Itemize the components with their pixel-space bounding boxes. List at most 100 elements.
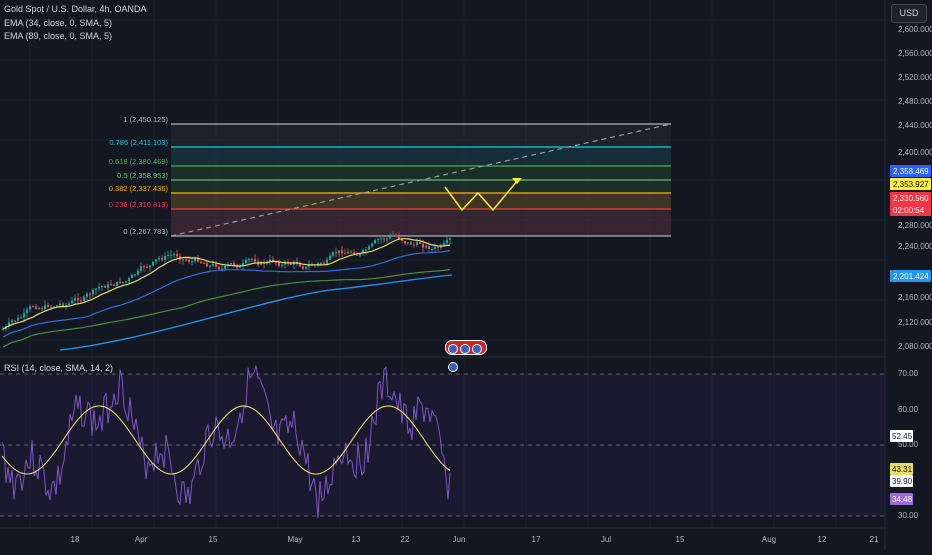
- price-candle: [38, 308, 40, 310]
- price-candle: [11, 320, 13, 323]
- price-candle: [269, 259, 271, 263]
- fib-level-label: 0.618 (2,380.469): [109, 157, 169, 166]
- price-candle: [116, 281, 118, 286]
- price-candle: [107, 284, 109, 288]
- price-candle: [113, 284, 115, 286]
- price-candle: [335, 252, 337, 254]
- currency-button[interactable]: USD: [891, 4, 927, 23]
- price-candle: [122, 282, 124, 284]
- price-candle: [134, 274, 136, 276]
- price-candle: [77, 298, 79, 301]
- price-candle: [224, 265, 226, 269]
- price-candle: [422, 243, 424, 248]
- price-candle: [89, 293, 91, 295]
- price-candle: [233, 262, 235, 265]
- price-candle: [395, 235, 397, 237]
- price-candle: [398, 236, 400, 239]
- price-badge-label: 02:00:54: [893, 206, 925, 215]
- price-candle: [254, 258, 256, 262]
- price-candle: [164, 255, 166, 260]
- trendline-dashed[interactable]: [170, 123, 672, 237]
- price-candle: [155, 259, 157, 262]
- time-axis-label: Aug: [762, 535, 776, 544]
- time-axis-label: 21: [870, 535, 879, 544]
- price-candle: [131, 274, 133, 279]
- price-badge-label: 2,358.469: [893, 167, 929, 176]
- price-candle: [326, 259, 328, 264]
- time-axis-label: 13: [352, 535, 361, 544]
- rsi-badge: [890, 475, 913, 487]
- price-candle: [47, 305, 49, 307]
- rsi-ma-line[interactable]: [1, 405, 451, 475]
- ema34-legend[interactable]: EMA (34, close, 0, SMA, 5): [4, 18, 113, 28]
- price-candle: [68, 303, 70, 305]
- price-candle: [308, 265, 310, 267]
- price-candle: [290, 263, 292, 265]
- price-candle: [188, 259, 190, 262]
- price-candle: [200, 261, 202, 263]
- rsi-line[interactable]: [1, 365, 451, 518]
- time-axis-label: Jun: [453, 535, 466, 544]
- price-axis-tick: 2,560.000: [898, 49, 932, 58]
- price-candle: [230, 262, 232, 265]
- rsi-axis-tick: 50.00: [898, 440, 919, 449]
- price-candle: [260, 261, 262, 265]
- price-candle: [377, 239, 379, 241]
- price-candle: [239, 265, 241, 268]
- price-candle: [23, 313, 25, 318]
- rsi-axis-tick: 30.00: [898, 511, 919, 520]
- ema89-legend[interactable]: EMA (89, close, 0, SMA, 5): [4, 31, 113, 41]
- price-candle: [434, 246, 436, 249]
- price-candle: [419, 242, 421, 244]
- price-badge: [890, 178, 931, 190]
- price-candle: [320, 262, 322, 264]
- price-candle: [446, 239, 448, 243]
- price-axis-tick: 2,520.000: [898, 73, 932, 82]
- time-axis-label: 12: [818, 535, 827, 544]
- price-candle: [158, 257, 160, 260]
- price-candle: [128, 278, 130, 282]
- ema-slow-line[interactable]: [2, 269, 451, 348]
- fib-zone-0236: [171, 209, 671, 236]
- price-candle: [344, 253, 346, 255]
- symbol-legend-title[interactable]: Gold Spot / U.S. Dollar, 4h, OANDA: [4, 4, 147, 14]
- price-candle: [374, 240, 376, 244]
- price-candle: [389, 236, 391, 239]
- rsi-badge: [890, 493, 913, 505]
- rsi-axis-tick: 60.00: [898, 405, 919, 414]
- price-candle: [137, 270, 139, 275]
- price-badge-label: 2,330.560: [893, 194, 929, 203]
- price-candle: [191, 261, 193, 263]
- time-axis-label: May: [287, 535, 302, 544]
- ema89-line[interactable]: [2, 250, 451, 338]
- price-candle: [251, 258, 253, 260]
- events-flag-icon[interactable]: [445, 340, 487, 372]
- fib-zone-0382: [171, 193, 671, 209]
- event-dot-icon: [448, 362, 458, 372]
- ema34-line[interactable]: [2, 238, 451, 330]
- price-candle: [368, 246, 370, 250]
- price-candle: [209, 265, 211, 267]
- price-candle: [347, 251, 349, 254]
- fib-level-label: 0.382 (2,337.436): [109, 184, 169, 193]
- time-axis-label: 15: [209, 535, 218, 544]
- price-candle: [410, 242, 412, 245]
- fib-level-label: 0.5 (2,358.953): [117, 171, 168, 180]
- price-badge: [890, 270, 931, 282]
- price-axis-tick: 2,480.000: [898, 97, 932, 106]
- long-ma-line[interactable]: [59, 274, 453, 351]
- price-candle: [59, 303, 61, 306]
- price-candle: [140, 266, 142, 271]
- price-candle: [83, 296, 85, 302]
- price-candle: [323, 262, 325, 264]
- projection-path[interactable]: [444, 179, 519, 212]
- price-candle: [392, 235, 394, 237]
- price-candle: [383, 238, 385, 240]
- price-candle: [299, 263, 301, 267]
- price-candle: [20, 317, 22, 319]
- price-axis-tick: 2,160.000: [898, 293, 932, 302]
- rsi-legend[interactable]: RSI (14, close, SMA, 14, 2): [4, 363, 114, 373]
- price-badge: [890, 192, 931, 204]
